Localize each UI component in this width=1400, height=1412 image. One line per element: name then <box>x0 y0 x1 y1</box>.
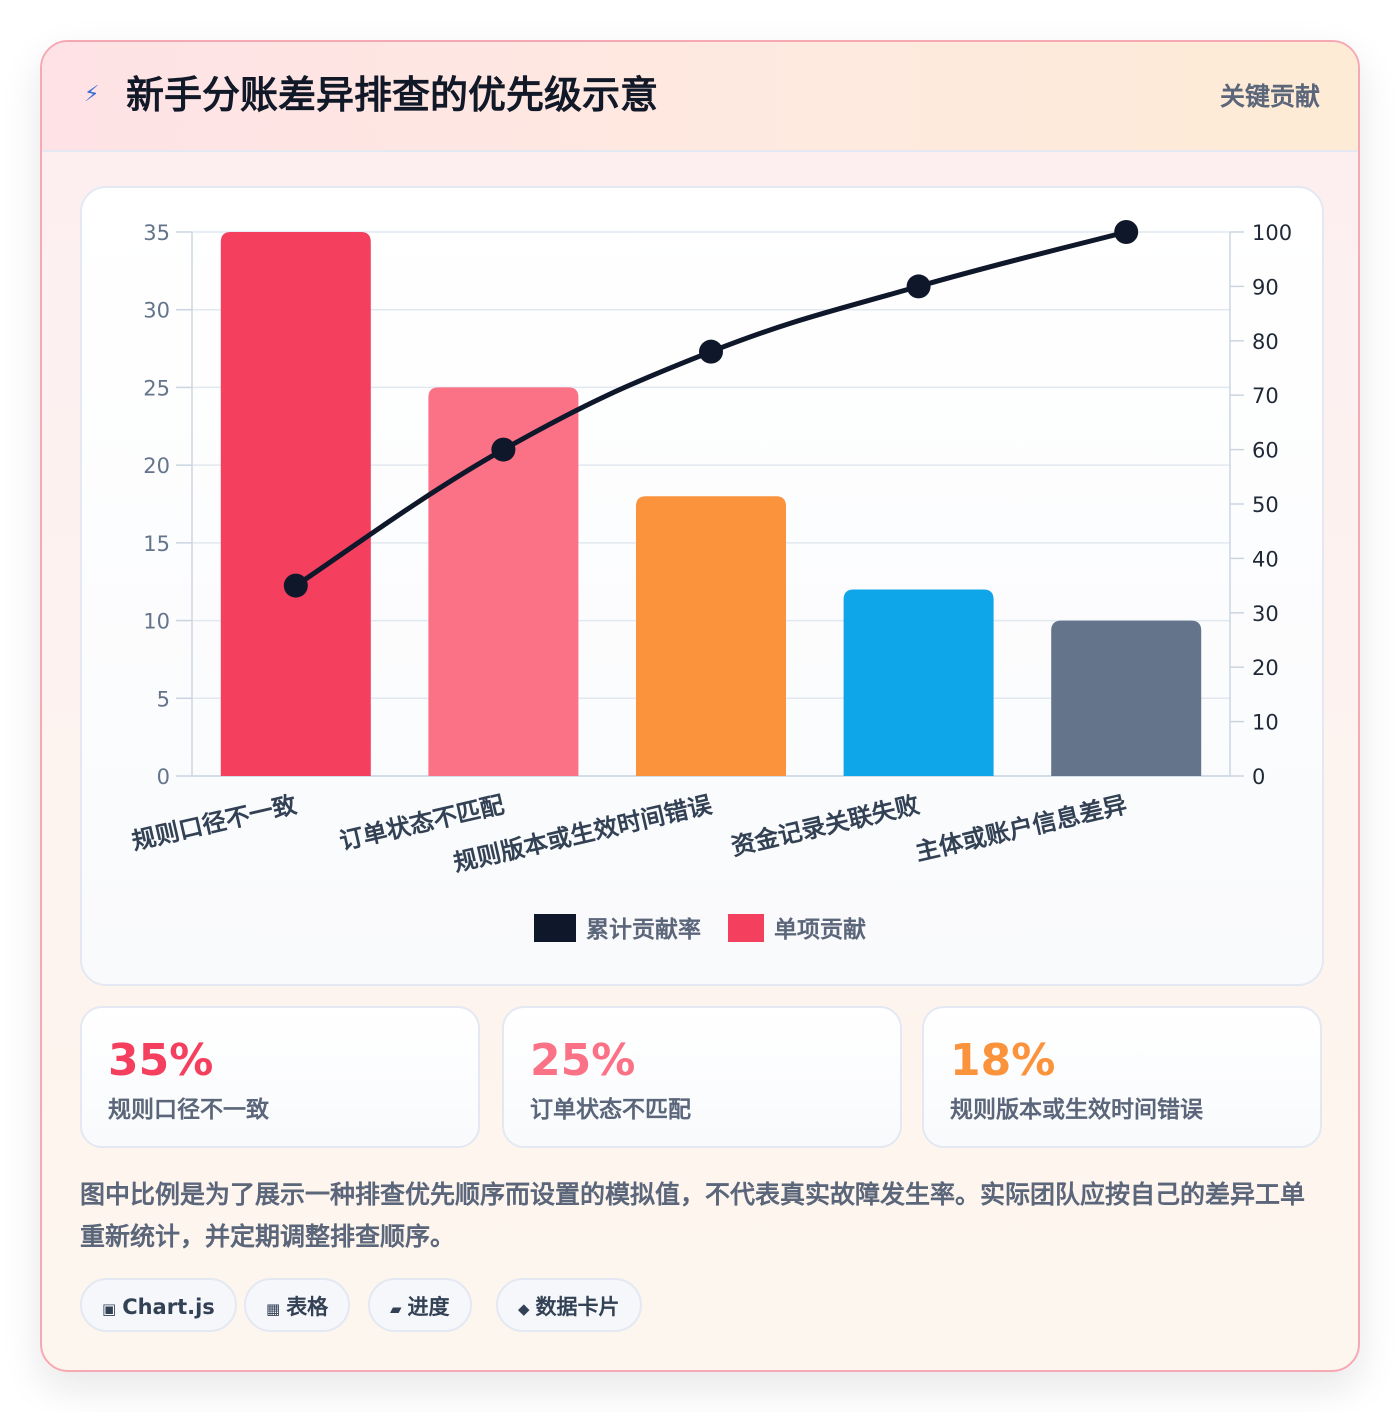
y-right-tick-label: 10 <box>1252 711 1279 735</box>
data-card-icon: ◆ <box>518 1300 530 1318</box>
x-tick-label: 主体或账户信息差异 <box>913 791 1130 867</box>
line-point <box>906 274 931 299</box>
x-tick-label: 规则口径不一致 <box>129 790 300 855</box>
page-title: 新手分账差异排查的优先级示意 <box>126 73 659 117</box>
stat-value: 35% <box>108 1035 214 1086</box>
y-left-tick-label: 35 <box>143 221 170 245</box>
bar <box>843 589 994 776</box>
chip-label: Chart.js <box>122 1295 215 1319</box>
chart-icon: ▣ <box>102 1300 117 1318</box>
y-right-tick-label: 80 <box>1252 330 1279 354</box>
y-left-tick-label: 15 <box>143 532 170 556</box>
chip-data-card[interactable]: ◆ 数据卡片 <box>496 1278 642 1332</box>
bar <box>428 387 579 776</box>
bar <box>1051 620 1202 776</box>
pareto-chart: 0 5 10 15 20 25 30 35 0 10 20 30 40 50 60 70 80 90 100 规则口径… <box>129 220 1292 943</box>
y-left-tick-label: 5 <box>157 687 170 711</box>
lightning-icon: ⚡ <box>84 82 100 107</box>
chip-table[interactable]: ▦ 表格 <box>244 1278 351 1332</box>
legend-swatch <box>534 914 576 942</box>
y-right-tick-label: 100 <box>1252 221 1292 245</box>
chip-chartjs[interactable]: ▣ Chart.js <box>80 1278 237 1332</box>
legend-swatch <box>728 914 764 942</box>
stat-card-2: 25% 订单状态不匹配 <box>502 1006 902 1148</box>
bar <box>636 496 786 776</box>
y-right-tick-label: 20 <box>1252 656 1279 680</box>
stat-label: 订单状态不匹配 <box>530 1097 691 1123</box>
legend-label: 累计贡献率 <box>586 916 701 943</box>
progress-icon: ▰ <box>390 1300 402 1318</box>
y-left-tick-label: 30 <box>143 299 170 323</box>
y-left-tick-label: 25 <box>143 376 170 400</box>
y-right-tick-label: 0 <box>1252 765 1265 789</box>
y-left-tick-label: 0 <box>157 765 170 789</box>
stat-label: 规则版本或生效时间错误 <box>950 1097 1203 1123</box>
chart-card: ⚡ 新手分账差异排查的优先级示意 关键贡献 0 5 10 15 20 25 30 35 0 10 2… <box>40 40 1360 1372</box>
line-point <box>699 339 723 364</box>
y-left-tick-label: 20 <box>143 454 170 478</box>
stat-card-3: 18% 规则版本或生效时间错误 <box>922 1006 1322 1148</box>
line-point <box>1114 220 1139 244</box>
y-right-tick-label: 40 <box>1252 547 1279 571</box>
stat-label: 规则口径不一致 <box>108 1097 269 1123</box>
y-right-tick-label: 60 <box>1252 439 1279 463</box>
chart-container: 0 5 10 15 20 25 30 35 0 10 20 30 40 50 60 70 80 90 100 规则口径… <box>80 186 1324 986</box>
y-right-tick-label: 50 <box>1252 493 1279 517</box>
stat-value: 25% <box>530 1035 636 1086</box>
chip-label: 进度 <box>407 1295 450 1319</box>
header-badge: 关键贡献 <box>1219 82 1320 111</box>
x-tick-label: 资金记录关联失败 <box>729 791 922 861</box>
stat-value: 18% <box>950 1035 1056 1086</box>
table-icon: ▦ <box>266 1300 281 1318</box>
footnote: 图中比例是为了展示一种排查优先顺序而设置的模拟值，不代表真实故障发生率。实际团队… <box>80 1180 1306 1251</box>
chip-label: 数据卡片 <box>535 1295 620 1319</box>
chip-label: 表格 <box>286 1295 329 1319</box>
bar <box>220 232 371 776</box>
card-header: ⚡ 新手分账差异排查的优先级示意 关键贡献 <box>42 42 1358 152</box>
chip-progress[interactable]: ▰ 进度 <box>368 1278 472 1332</box>
y-right-tick-label: 70 <box>1252 384 1279 408</box>
line-point <box>491 437 516 462</box>
y-right-tick-label: 30 <box>1252 602 1279 626</box>
legend-label: 单项贡献 <box>774 917 866 943</box>
y-left-tick-label: 10 <box>143 610 170 634</box>
stat-card-1: 35% 规则口径不一致 <box>80 1006 480 1148</box>
line-point <box>283 573 308 598</box>
y-right-tick-label: 90 <box>1252 275 1279 299</box>
